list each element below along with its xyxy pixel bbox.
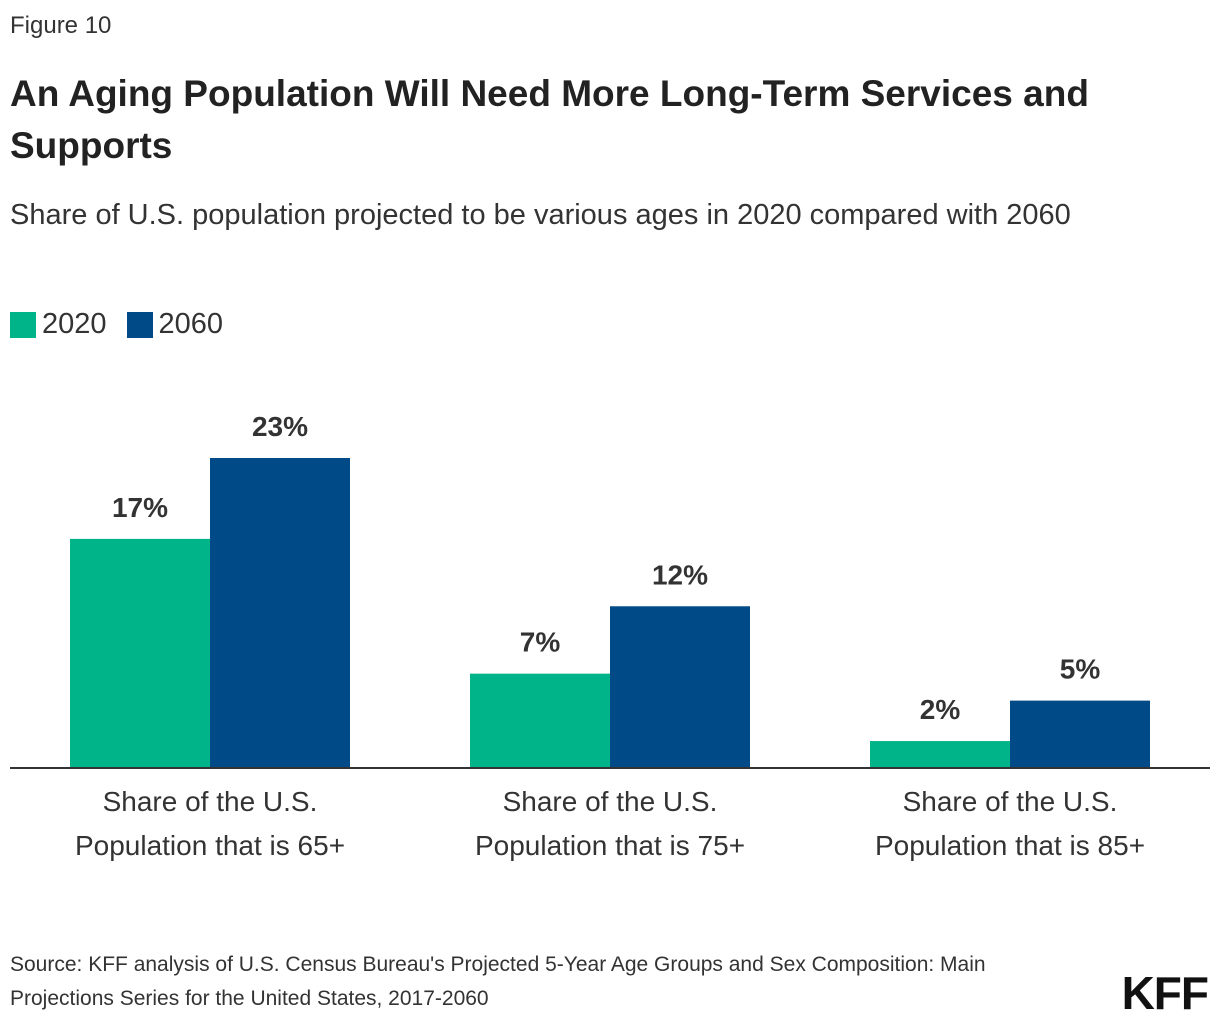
value-label: 2% [920, 694, 961, 725]
value-label: 7% [520, 627, 561, 658]
legend-label: 2060 [158, 308, 224, 340]
value-label: 23% [252, 411, 308, 442]
bar [210, 458, 350, 768]
bar [470, 673, 610, 768]
chart-title: An Aging Population Will Need More Long-… [10, 73, 1089, 166]
source-note: Source: KFF analysis of U.S. Census Bure… [10, 953, 986, 1010]
bar [610, 606, 750, 768]
value-label: 5% [1060, 654, 1101, 685]
legend-swatch [10, 311, 36, 338]
legend-item: 2020 [10, 308, 107, 341]
bar [870, 741, 1010, 768]
bar [1010, 700, 1150, 768]
x-tick-label: Share of the U.S. Population that is 85+ [874, 786, 1146, 861]
legend-item: 2060 [126, 308, 224, 341]
value-label: 12% [652, 559, 708, 590]
legend-label: 2020 [42, 308, 107, 340]
logo: KFF [1121, 967, 1209, 1019]
x-tick-label: Share of the U.S. Population that is 65+ [74, 786, 346, 861]
x-tick-label: Share of the U.S. Population that is 75+ [474, 786, 746, 861]
figure-label: Figure 10 [10, 12, 112, 39]
legend-swatch [126, 311, 153, 338]
chart-subtitle: Share of U.S. population projected to be… [10, 199, 1071, 231]
value-label: 17% [112, 492, 168, 523]
bar [70, 538, 210, 768]
